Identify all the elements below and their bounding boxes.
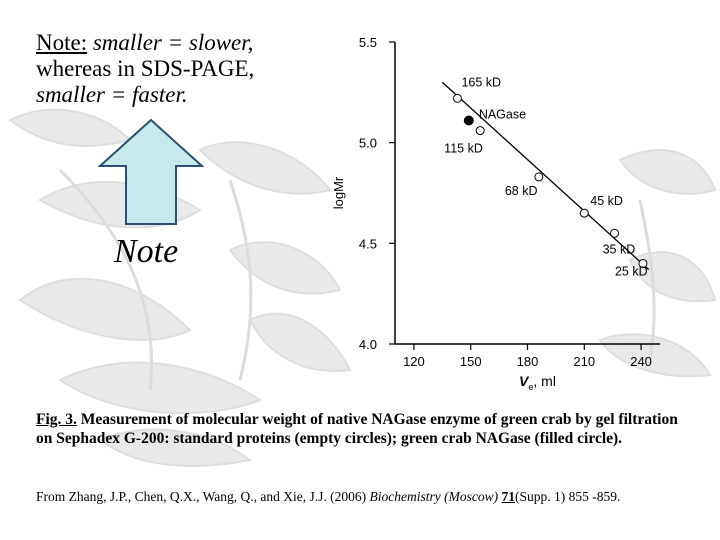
- chart-plot-area: 4.0 4.5 5.0 5.5 120 150 180 210 240 logMr Ve, ml 16…: [331, 35, 660, 390]
- citation: From Zhang, J.P., Chen, Q.X., Wang, Q., …: [36, 488, 696, 506]
- x-tick-label: 150: [460, 354, 482, 369]
- point-label: 115 kD: [444, 142, 483, 156]
- citation-volume: 71: [501, 489, 516, 504]
- caption-label: Fig. 3.: [36, 411, 77, 428]
- x-tick-label: 180: [517, 354, 539, 369]
- data-point-empty: [534, 172, 544, 182]
- y-tick-label: 5.5: [359, 35, 377, 50]
- figure-caption: Fig. 3. Measurement of molecular weight …: [36, 410, 686, 448]
- data-point-empty: [475, 126, 485, 136]
- note-line-3: smaller = faster.: [36, 82, 188, 107]
- x-tick-label: 210: [573, 354, 595, 369]
- y-tick-label: 4.0: [359, 337, 377, 352]
- data-point-empty: [579, 208, 589, 218]
- citation-journal: Biochemistry (Moscow): [369, 489, 499, 504]
- caption-text: Measurement of molecular weight of nativ…: [36, 411, 678, 447]
- y-axis-label: logMr: [331, 176, 346, 209]
- note-line-2: whereas in SDS-PAGE,: [36, 56, 255, 81]
- x-tick-label: 120: [403, 354, 425, 369]
- data-point-empty: [610, 228, 620, 238]
- data-point-filled: [463, 115, 474, 126]
- arrow-note-label: Note: [114, 233, 179, 270]
- data-point-empty: [638, 258, 648, 268]
- point-label: 68 kD: [505, 184, 538, 198]
- x-tick-label: 240: [630, 354, 652, 369]
- x-axis-label: Ve, ml: [519, 373, 556, 390]
- note-line-1: Note: smaller = slower,: [36, 30, 336, 56]
- y-tick-label: 4.5: [359, 236, 377, 251]
- point-label: 25 kD: [615, 264, 648, 278]
- point-label: NAGase: [479, 108, 526, 122]
- point-label: 165 kD: [461, 75, 501, 89]
- citation-prefix: From Zhang, J.P., Chen, Q.X., Wang, Q., …: [36, 489, 370, 504]
- note-label: Note:: [36, 30, 88, 55]
- note-text-block: Note: smaller = slower, whereas in SDS-P…: [36, 30, 336, 108]
- up-arrow-icon: [97, 118, 205, 225]
- fit-line: [441, 81, 650, 270]
- citation-suffix: (Supp. 1) 855 -859.: [515, 489, 621, 504]
- chart: 4.0 4.5 5.0 5.5 120 150 180 210 240 logMr Ve, ml 16…: [331, 35, 660, 390]
- point-label: 35 kD: [603, 242, 636, 256]
- point-label: 45 kD: [590, 194, 623, 208]
- note-line-1-rest: smaller = slower,: [87, 30, 254, 55]
- data-point-empty: [452, 93, 462, 103]
- y-tick-label: 5.0: [359, 136, 377, 151]
